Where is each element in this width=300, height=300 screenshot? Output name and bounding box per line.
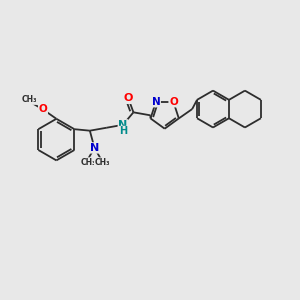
Text: O: O [169, 97, 178, 107]
Text: N: N [152, 97, 160, 107]
Text: CH₃: CH₃ [80, 158, 96, 167]
Text: H: H [119, 126, 128, 136]
Text: O: O [124, 93, 133, 103]
Text: O: O [39, 104, 47, 114]
Text: N: N [90, 143, 99, 153]
Text: N: N [118, 120, 128, 130]
Text: CH₃: CH₃ [94, 158, 110, 167]
Text: CH₃: CH₃ [21, 95, 37, 104]
